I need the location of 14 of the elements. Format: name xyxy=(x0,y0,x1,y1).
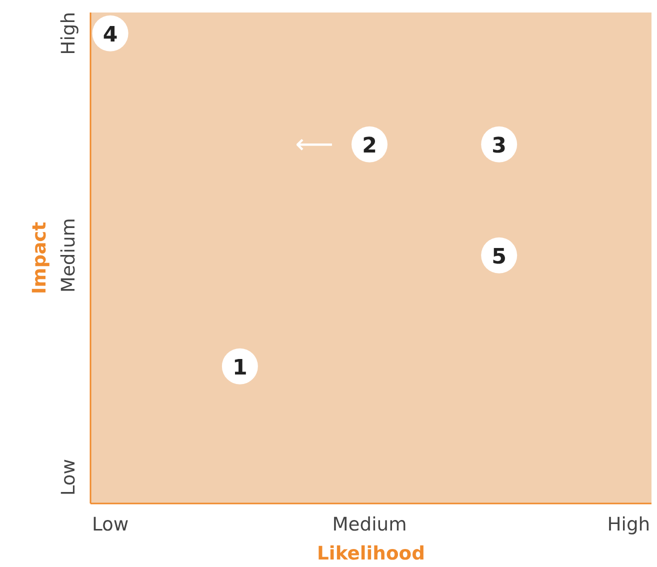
data-label: 3 xyxy=(492,133,507,158)
x-axis-title: Likelihood xyxy=(317,544,425,564)
annotation: ⟵ xyxy=(295,128,334,160)
data-label: 4 xyxy=(102,22,118,48)
y-axis-title: Impact xyxy=(30,222,50,294)
y-tick-label: High xyxy=(58,12,80,55)
x-tick-label: High xyxy=(607,514,650,536)
data-label: 5 xyxy=(492,244,507,270)
y-tick-label: Low xyxy=(58,458,80,496)
x-tick-label: Medium xyxy=(332,514,407,536)
data-label: 1 xyxy=(232,355,248,380)
y-tick-label: Medium xyxy=(58,218,80,293)
data-label: 2 xyxy=(362,133,377,158)
x-tick-label: Low xyxy=(92,514,129,536)
